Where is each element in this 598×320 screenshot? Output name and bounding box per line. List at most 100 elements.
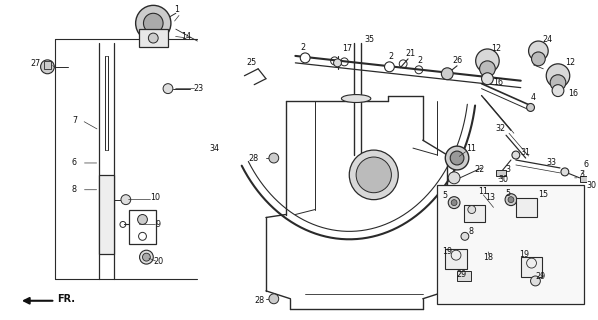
Circle shape: [136, 5, 171, 41]
Text: 8: 8: [469, 227, 474, 236]
Text: 17: 17: [343, 44, 353, 53]
Circle shape: [481, 242, 495, 256]
Circle shape: [451, 200, 457, 206]
Text: 11: 11: [466, 144, 476, 153]
Text: 14: 14: [181, 32, 191, 41]
Text: 6: 6: [584, 160, 588, 170]
Text: 19: 19: [519, 250, 529, 259]
Circle shape: [334, 59, 341, 67]
Circle shape: [530, 276, 541, 286]
Circle shape: [441, 68, 453, 80]
Circle shape: [448, 172, 460, 184]
Circle shape: [505, 194, 517, 206]
Text: 30: 30: [587, 181, 596, 190]
Circle shape: [546, 64, 570, 88]
Text: 1: 1: [174, 5, 179, 14]
Text: 6: 6: [72, 158, 77, 167]
Text: 22: 22: [475, 165, 485, 174]
Text: 19: 19: [443, 247, 453, 256]
Circle shape: [529, 41, 548, 61]
Circle shape: [481, 73, 493, 85]
Text: 16: 16: [568, 89, 578, 98]
Text: 25: 25: [246, 58, 257, 67]
Text: 4: 4: [530, 93, 536, 102]
Circle shape: [527, 103, 535, 111]
Text: 33: 33: [546, 158, 556, 167]
Text: 23: 23: [194, 84, 203, 93]
Circle shape: [163, 84, 173, 93]
Bar: [139, 29, 168, 47]
Text: 2: 2: [417, 56, 422, 65]
Circle shape: [138, 214, 147, 224]
Text: 16: 16: [493, 78, 504, 87]
Text: 27: 27: [30, 59, 41, 68]
Text: 12: 12: [492, 44, 502, 53]
Text: 12: 12: [565, 58, 575, 67]
Ellipse shape: [341, 95, 371, 102]
Circle shape: [148, 33, 158, 43]
Bar: [99, 175, 114, 254]
Bar: [129, 210, 156, 244]
Text: 24: 24: [542, 35, 553, 44]
Bar: [516, 198, 538, 218]
Text: 29: 29: [456, 269, 466, 278]
Circle shape: [450, 151, 464, 165]
Circle shape: [356, 157, 392, 193]
Circle shape: [300, 53, 310, 63]
Bar: [438, 185, 584, 304]
Text: 5: 5: [505, 189, 510, 198]
Text: 10: 10: [150, 193, 160, 202]
Text: 2: 2: [300, 44, 306, 52]
Circle shape: [121, 195, 131, 204]
Circle shape: [269, 294, 279, 304]
Text: 9: 9: [155, 220, 160, 229]
Circle shape: [532, 52, 545, 66]
Circle shape: [448, 197, 460, 209]
Text: 3: 3: [579, 170, 585, 180]
Bar: [480, 195, 495, 254]
Text: FR.: FR.: [57, 294, 75, 304]
Text: 2: 2: [389, 52, 393, 61]
Text: 26: 26: [452, 56, 462, 65]
Bar: [496, 170, 506, 176]
Circle shape: [550, 75, 566, 91]
Text: 15: 15: [538, 190, 548, 199]
Bar: [464, 204, 486, 222]
Bar: [446, 249, 467, 269]
Text: 8: 8: [72, 185, 77, 194]
Text: 18: 18: [484, 253, 493, 262]
Circle shape: [269, 153, 279, 163]
Text: 28: 28: [248, 154, 258, 163]
Bar: [579, 176, 590, 182]
Text: 3: 3: [505, 165, 510, 174]
Text: 28: 28: [254, 296, 264, 305]
Bar: [457, 271, 471, 281]
Circle shape: [475, 49, 499, 73]
Bar: [44, 61, 51, 69]
Circle shape: [480, 61, 495, 77]
Text: 30: 30: [498, 175, 508, 184]
Circle shape: [508, 197, 514, 203]
Text: 21: 21: [405, 49, 415, 59]
Text: 7: 7: [72, 116, 77, 125]
Text: 5: 5: [443, 191, 447, 200]
Circle shape: [142, 253, 150, 261]
Circle shape: [561, 168, 569, 176]
Text: 11: 11: [478, 187, 489, 196]
Text: 32: 32: [495, 124, 505, 133]
Text: 20: 20: [153, 257, 163, 266]
Text: 29: 29: [535, 272, 546, 282]
Circle shape: [461, 232, 469, 240]
Circle shape: [139, 250, 153, 264]
Circle shape: [446, 146, 469, 170]
Circle shape: [552, 85, 564, 97]
Text: 31: 31: [521, 148, 531, 156]
Circle shape: [512, 151, 520, 159]
Text: 13: 13: [486, 193, 496, 202]
Circle shape: [468, 206, 475, 213]
Circle shape: [385, 62, 394, 72]
Circle shape: [144, 13, 163, 33]
Text: 35: 35: [364, 35, 374, 44]
Bar: [521, 257, 542, 277]
Circle shape: [349, 150, 398, 200]
